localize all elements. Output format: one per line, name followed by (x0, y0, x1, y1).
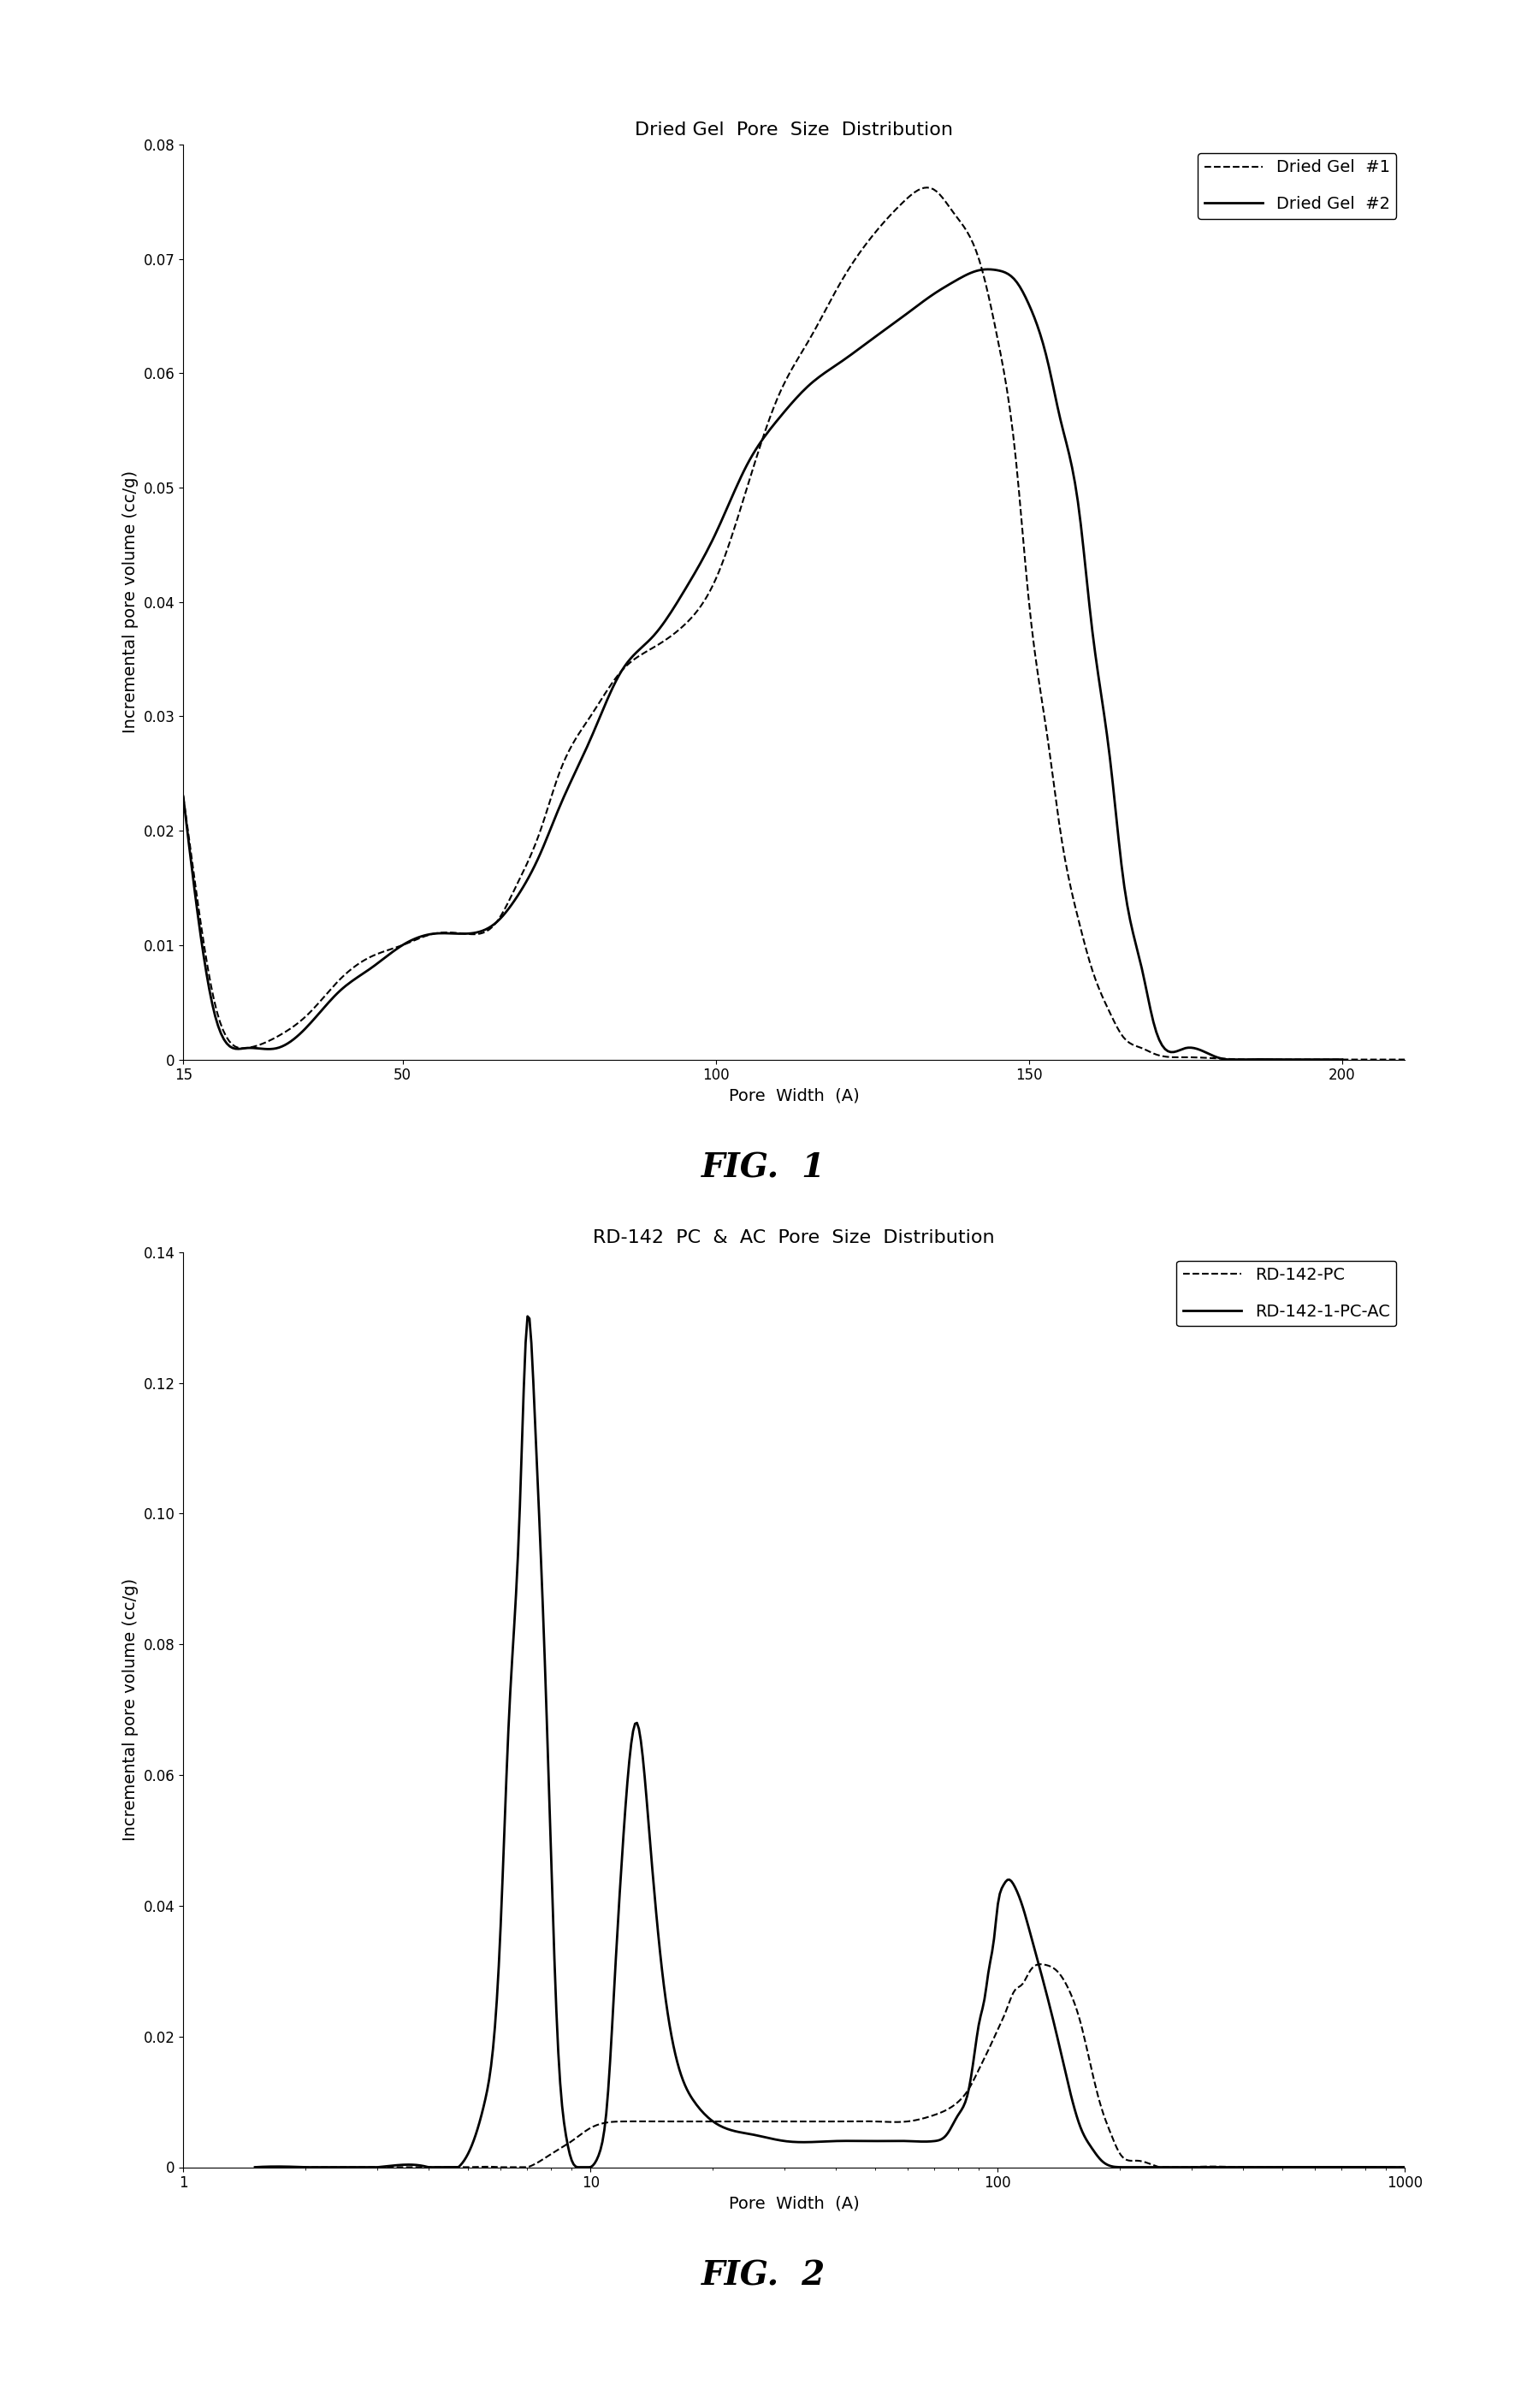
RD-142-1-PC-AC (1015, 1900, 1034, 1929)
Dried Gel  #2 (1220, 1045, 1238, 1074)
Title: Dried Gel  Pore  Size  Distribution: Dried Gel Pore Size Distribution (635, 120, 953, 137)
Legend: Dried Gel  #1, Dried Gel  #2: Dried Gel #1, Dried Gel #2 (1197, 152, 1397, 219)
RD-142-1-PC-AC (925, 2126, 944, 2155)
Legend: RD-142-PC, RD-142-1-PC-AC: RD-142-PC, RD-142-1-PC-AC (1177, 1259, 1397, 1327)
Dried Gel  #1 (1240, 1045, 1258, 1074)
RD-142-PC (1031, 1950, 1049, 1979)
Dried Gel  #2 (979, 255, 997, 284)
Line: RD-142-1-PC-AC: RD-142-1-PC-AC (255, 1317, 1405, 2167)
Dried Gel  #1 (321, 975, 339, 1004)
Dried Gel  #2 (313, 995, 331, 1023)
RD-142-1-PC-AC (518, 1303, 536, 1332)
RD-142-PC (1113, 2143, 1132, 2172)
Title: RD-142  PC  &  AC  Pore  Size  Distribution: RD-142 PC & AC Pore Size Distribution (592, 1228, 996, 1245)
Dried Gel  #2 (634, 633, 652, 662)
Y-axis label: Incremental pore volume (cc/g): Incremental pore volume (cc/g) (122, 470, 139, 734)
X-axis label: Pore  Width  (A): Pore Width (A) (728, 1088, 860, 1105)
RD-142-PC (767, 2107, 785, 2136)
Dried Gel  #2 (1020, 289, 1038, 318)
RD-142-PC (924, 2102, 942, 2131)
Dried Gel  #1 (918, 173, 936, 202)
Dried Gel  #2 (551, 790, 570, 819)
Dried Gel  #1 (174, 783, 192, 811)
RD-142-PC (1014, 1970, 1032, 1999)
Y-axis label: Incremental pore volume (cc/g): Incremental pore volume (cc/g) (122, 1577, 139, 1842)
Text: FIG.  1: FIG. 1 (701, 1151, 826, 1185)
X-axis label: Pore  Width  (A): Pore Width (A) (728, 2196, 860, 2213)
RD-142-PC (246, 2153, 264, 2182)
Dried Gel  #2 (902, 296, 921, 325)
RD-142-PC (1396, 2153, 1414, 2182)
RD-142-PC (449, 2153, 467, 2182)
Dried Gel  #2 (174, 783, 192, 811)
Dried Gel  #1 (1064, 889, 1083, 917)
RD-142-PC (542, 2141, 560, 2170)
Text: FIG.  2: FIG. 2 (701, 2259, 826, 2292)
Line: RD-142-PC: RD-142-PC (255, 1965, 1405, 2167)
RD-142-1-PC-AC (1113, 2153, 1132, 2182)
RD-142-1-PC-AC (544, 1888, 562, 1917)
Line: Dried Gel  #2: Dried Gel #2 (183, 270, 1342, 1060)
RD-142-1-PC-AC (246, 2153, 264, 2182)
Dried Gel  #1 (658, 624, 676, 653)
Dried Gel  #2 (1333, 1045, 1351, 1074)
Dried Gel  #2 (1014, 277, 1032, 306)
RD-142-1-PC-AC (1396, 2153, 1414, 2182)
Dried Gel  #1 (573, 715, 591, 744)
RD-142-1-PC-AC (768, 2126, 786, 2155)
Line: Dried Gel  #1: Dried Gel #1 (183, 188, 1405, 1060)
Dried Gel  #1 (945, 200, 964, 229)
Dried Gel  #1 (1058, 860, 1077, 889)
RD-142-1-PC-AC (449, 2153, 467, 2182)
Dried Gel  #1 (1396, 1045, 1414, 1074)
